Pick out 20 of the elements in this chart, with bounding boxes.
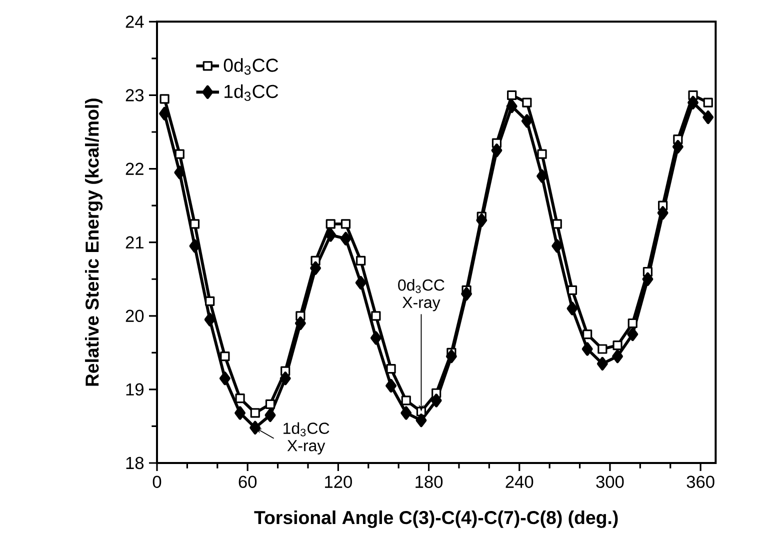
legend-label: 1d$_{3}$CC (224, 84, 278, 101)
annotation: 1d$_{3}$CC X-ray (284, 422, 330, 454)
x-tick-label: 240 (506, 476, 534, 488)
y-tick-label: 24 (126, 16, 144, 28)
y-axis-title: Relative Steric Energy (kcal/mol) (85, 98, 103, 386)
legend-label: 0d$_{3}$CC (224, 58, 278, 75)
y-tick-label: 23 (126, 89, 144, 102)
y-tick-label: 22 (126, 162, 144, 175)
x-tick-label: 120 (325, 476, 352, 488)
y-tick-label: 21 (126, 236, 144, 248)
annotation: 0d$_{3}$CC X-ray (398, 279, 444, 312)
x-tick-label: 180 (416, 476, 443, 488)
y-tick-label: 19 (126, 383, 144, 396)
x-tick-label: 300 (596, 476, 624, 488)
x-tick-label: 60 (238, 476, 257, 488)
y-tick-label: 20 (126, 310, 144, 322)
x-axis-title: Torsional Angle C(3)-C(4)-C(7)-C(8) (deg.) (254, 510, 618, 528)
y-tick-label: 18 (126, 456, 144, 470)
x-tick-label: 0 (152, 476, 162, 488)
x-tick-label: 360 (686, 476, 714, 488)
